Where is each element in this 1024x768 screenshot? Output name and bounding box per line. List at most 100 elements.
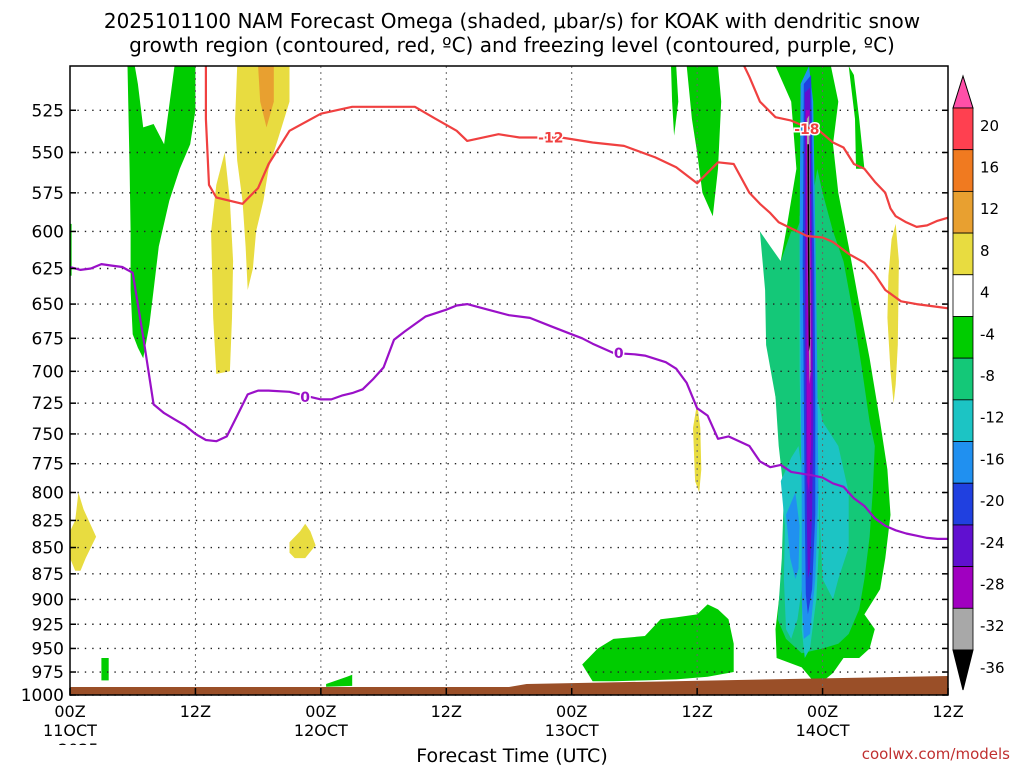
- colorbar-block-1: [952, 149, 974, 192]
- colorbar-label-8: -16: [980, 450, 1005, 468]
- colorbar-block-3: [952, 232, 974, 276]
- colorbar-block-2: [952, 190, 974, 234]
- colorbar-block-8: [952, 441, 974, 484]
- colorbar-label-3: 8: [980, 242, 990, 260]
- omega-region-4: [211, 152, 234, 374]
- colorbar-label-2: 12: [980, 200, 999, 218]
- y-tick-label-625: 625: [32, 259, 64, 279]
- colorbar-block-12: [952, 607, 974, 651]
- contour-lines: [70, 66, 948, 540]
- x-axis-ticks: 00Z11OCT202512Z00Z12OCT12Z00Z13OCT12Z00Z…: [43, 688, 964, 745]
- y-tick-label-650: 650: [32, 295, 64, 315]
- x-tick-label-0: 00Z: [54, 702, 85, 721]
- colorbar-top-arrow: [952, 74, 974, 109]
- colorbar-label-1: 16: [980, 159, 999, 177]
- y-tick-label-975: 975: [32, 663, 64, 683]
- colorbar-label-12: -32: [980, 617, 1005, 635]
- x-tick-label-36: 12Z: [431, 702, 462, 721]
- omega-shading: [70, 66, 899, 687]
- colorbar-label-10: -24: [980, 534, 1005, 552]
- colorbar-block-5: [952, 316, 974, 359]
- x-tick-date-48: 13OCT: [545, 721, 599, 740]
- colorbar-block-6: [952, 357, 974, 401]
- chart-title-line-2: growth region (contoured, red, ºC) and f…: [129, 33, 895, 57]
- contour-label-1: -18: [794, 122, 819, 138]
- y-tick-label-675: 675: [32, 329, 64, 349]
- omega-region--4: [127, 66, 196, 359]
- x-tick-date-0: 11OCT: [43, 721, 97, 740]
- omega-region--4: [582, 604, 734, 682]
- y-tick-label-550: 550: [32, 143, 64, 163]
- x-tick-label-12: 12Z: [180, 702, 211, 721]
- contour-line-1: [743, 66, 948, 228]
- x-tick-label-24: 00Z: [305, 702, 336, 721]
- y-tick-label-875: 875: [32, 565, 64, 585]
- colorbar-label-13: -36: [980, 659, 1005, 677]
- colorbar-label-9: -20: [980, 492, 1005, 510]
- x-tick-date-24: 12OCT: [294, 721, 348, 740]
- colorbar-block-11: [952, 566, 974, 609]
- y-axis-ticks: 525 550 575 600 625 650 675 700 725 750 775 800 825 8…: [21, 101, 948, 706]
- x-tick-year-0: 2025: [58, 740, 99, 745]
- y-tick-label-950: 950: [32, 639, 64, 659]
- chart-canvas: -12 -18 0 0 525 550 575 600 625 650 675 700 725 750 7…: [21, 65, 1005, 745]
- omega-region--4: [671, 66, 679, 136]
- colorbar-label-0: 20: [980, 117, 999, 135]
- contour-line-2: [70, 263, 948, 540]
- y-tick-label-800: 800: [32, 484, 64, 504]
- ground-strip-west: [70, 687, 527, 695]
- y-tick-label-575: 575: [32, 184, 64, 204]
- omega-region--4: [848, 66, 865, 169]
- colorbar-block-7: [952, 399, 974, 442]
- contour-line-0: [204, 66, 948, 310]
- x-axis-label: Forecast Time (UTC): [416, 745, 608, 767]
- omega-region--36: [807, 144, 810, 352]
- x-tick-label-84: 12Z: [932, 702, 963, 721]
- y-tick-label-900: 900: [32, 590, 64, 610]
- colorbar-bottom-arrow: [952, 649, 974, 691]
- omega-region-4: [887, 223, 899, 404]
- y-tick-label-525: 525: [32, 101, 64, 121]
- y-tick-label-775: 775: [32, 455, 64, 475]
- colorbar-block-4: [952, 274, 974, 317]
- y-tick-label-850: 850: [32, 539, 64, 559]
- x-tick-label-72: 00Z: [807, 702, 838, 721]
- colorbar-block-9: [952, 482, 974, 526]
- contour-label-2: 0: [300, 390, 310, 406]
- omega-region--4: [326, 674, 353, 687]
- omega-region-4: [289, 523, 316, 559]
- omega-region--4: [686, 66, 722, 217]
- contour-label-0: -12: [538, 131, 563, 147]
- credit-text: coolwx.com/models: [861, 745, 1010, 763]
- x-tick-label-48: 00Z: [556, 702, 587, 721]
- y-tick-label-825: 825: [32, 511, 64, 531]
- omega-region-4: [693, 403, 702, 493]
- chart-title-line-1: 2025101100 NAM Forecast Omega (shaded, μ…: [103, 9, 921, 33]
- omega-region--16: [786, 492, 800, 579]
- colorbar-label-11: -28: [980, 575, 1005, 593]
- y-tick-label-725: 725: [32, 394, 64, 414]
- colorbar: 20 16 12 8 4 -4 -8 -12 -16 -20 -24 -28 -32 -36: [952, 74, 1005, 691]
- colorbar-label-5: -4: [980, 325, 995, 343]
- y-tick-label-750: 750: [32, 425, 64, 445]
- colorbar-label-7: -12: [980, 409, 1005, 427]
- colorbar-block-0: [952, 107, 974, 151]
- y-tick-label-925: 925: [32, 615, 64, 635]
- ground-surface: [70, 676, 948, 695]
- plot-frame: [69, 65, 949, 696]
- contour-label-3: 0: [614, 346, 624, 362]
- x-tick-date-72: 14OCT: [796, 721, 850, 740]
- x-tick-label-60: 12Z: [681, 702, 712, 721]
- y-tick-label-1000: 1000: [21, 686, 64, 706]
- contour-labels: -12 -18 0 0: [299, 121, 821, 408]
- omega-region--4: [101, 658, 109, 681]
- omega-region-4: [70, 492, 97, 571]
- y-tick-label-700: 700: [32, 362, 64, 382]
- colorbar-label-4: 4: [980, 284, 990, 302]
- omega-region--12: [817, 396, 849, 600]
- y-tick-label-600: 600: [32, 222, 64, 242]
- colorbar-label-6: -8: [980, 367, 995, 385]
- ground-strip-east: [509, 676, 948, 695]
- colorbar-block-10: [952, 524, 974, 568]
- omega-region-8: [258, 66, 274, 128]
